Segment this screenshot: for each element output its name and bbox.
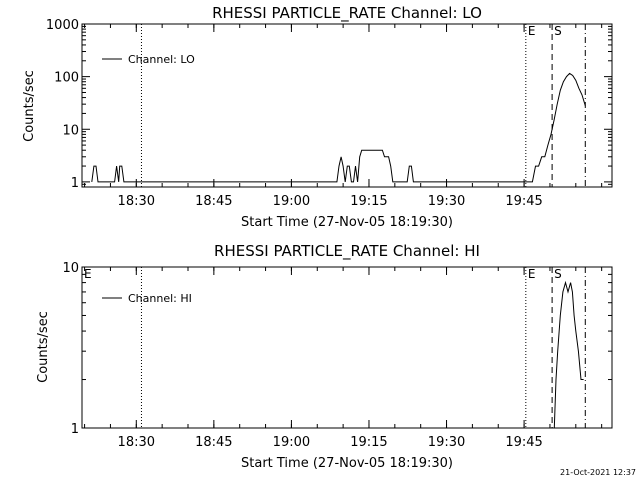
x-tick-label: 19:30 [428,194,465,209]
x-tick-label: 18:30 [118,435,155,450]
x-tick-label: 19:00 [273,435,310,450]
y-tick-label: 1 [71,176,79,191]
chart-title-lo: RHESSI PARTICLE_RATE Channel: LO [212,4,482,23]
x-tick-label: 19:15 [350,435,387,450]
x-tick-label: 19:45 [505,435,542,450]
series-line [91,72,586,183]
plot-frame-lo [81,23,613,188]
chart-lo: RHESSI PARTICLE_RATE Channel: LO Start T… [22,4,613,230]
x-tick-label: 18:45 [195,194,232,209]
x-tick-label: 19:00 [273,194,310,209]
y-tick-label: 10 [62,123,79,138]
event-marker-label: E [84,267,92,281]
event-marker-label: E [528,24,536,38]
x-axis-label-lo: Start Time (27-Nov-05 18:19:30) [241,215,453,230]
y-tick-label: 10 [62,261,79,276]
event-marker-label: E [528,267,536,281]
y-tick-label: 1 [71,422,79,437]
x-tick-label: 18:30 [118,194,155,209]
event-marker-label: S [554,267,562,281]
y-axis-label-lo: Counts/sec [22,70,37,142]
x-tick-label: 19:30 [428,435,465,450]
legend-label-lo: Channel: LO [128,53,195,66]
chart-hi: RHESSI PARTICLE_RATE Channel: HI Start T… [36,242,613,471]
legend-label-hi: Channel: HI [128,292,192,305]
plot-frame-hi [81,266,613,429]
x-tick-label: 19:45 [505,194,542,209]
y-tick-label: 1000 [46,18,79,33]
chart-title-hi: RHESSI PARTICLE_RATE Channel: HI [214,242,480,261]
x-tick-label: 18:45 [195,435,232,450]
y-tick-label: 100 [54,71,79,86]
footer-timestamp: 21-Oct-2021 12:37 [560,468,636,477]
event-marker-label: S [554,24,562,38]
x-tick-label: 19:15 [350,194,387,209]
series-line [553,280,584,429]
x-axis-label-hi: Start Time (27-Nov-05 18:19:30) [241,456,453,471]
y-axis-label-hi: Counts/sec [36,311,51,383]
